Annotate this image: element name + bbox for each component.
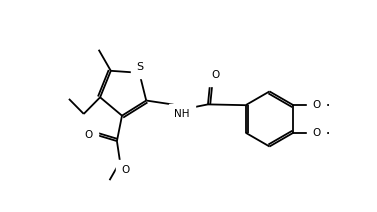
Text: O: O: [313, 128, 321, 138]
Text: O: O: [84, 130, 93, 140]
Text: O: O: [211, 70, 219, 80]
Text: NH: NH: [174, 109, 190, 120]
Text: O: O: [313, 100, 321, 110]
Text: S: S: [136, 62, 144, 72]
Text: O: O: [121, 165, 130, 175]
